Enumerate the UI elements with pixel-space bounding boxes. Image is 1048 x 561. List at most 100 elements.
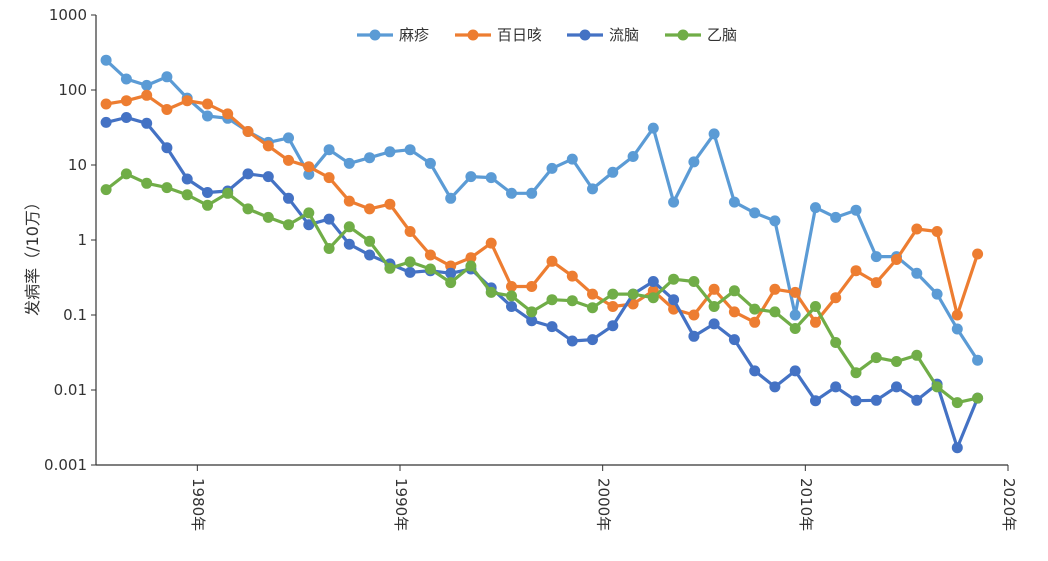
data-point [688, 330, 700, 342]
data-point [100, 116, 112, 128]
data-point [911, 394, 923, 406]
data-point [283, 219, 294, 231]
data-point [242, 126, 254, 137]
series-乙脑 [100, 168, 984, 409]
data-point [202, 187, 213, 198]
data-point [931, 288, 943, 300]
data-point [951, 442, 963, 454]
data-point [343, 195, 355, 207]
y-axis-label: 发病率（/10万） [23, 194, 42, 316]
data-point [445, 267, 457, 279]
data-point [749, 365, 761, 377]
data-point [202, 98, 213, 110]
data-point [769, 381, 781, 393]
legend-marker [677, 29, 689, 41]
data-point [850, 265, 862, 277]
data-point [303, 219, 315, 231]
data-point [546, 255, 558, 267]
data-point [485, 172, 497, 184]
data-point [566, 295, 578, 307]
data-point [749, 316, 761, 328]
data-point [688, 309, 700, 321]
y-tick-label: 100 [58, 81, 87, 99]
data-point [404, 256, 416, 268]
data-point [506, 281, 517, 292]
data-point [364, 249, 376, 261]
data-point [728, 285, 740, 297]
data-point [911, 223, 923, 235]
data-point [789, 365, 801, 377]
data-point [566, 335, 578, 347]
data-point [242, 203, 254, 215]
data-point [506, 290, 517, 302]
data-point [384, 262, 396, 274]
data-point [546, 321, 558, 333]
data-point [364, 152, 376, 164]
data-point [364, 203, 376, 215]
data-point [931, 226, 943, 237]
data-point [668, 273, 680, 285]
data-point [891, 381, 902, 393]
data-point [688, 156, 700, 168]
legend-item: 流脑 [567, 26, 639, 44]
data-point [546, 294, 558, 306]
data-point [283, 192, 294, 204]
data-point [343, 238, 355, 250]
data-point [587, 288, 598, 300]
data-point [283, 154, 294, 166]
data-point [262, 171, 274, 183]
data-point [445, 192, 457, 204]
data-point [870, 394, 882, 406]
data-point [627, 151, 639, 162]
data-point [850, 367, 862, 379]
data-point [810, 316, 821, 328]
series-麻疹 [100, 54, 984, 366]
data-point [789, 286, 801, 298]
data-point [323, 243, 335, 254]
data-point [120, 112, 132, 123]
data-point [728, 196, 740, 208]
x-tick-label: 1980年 [189, 478, 207, 531]
data-point [830, 211, 842, 223]
x-tick-label: 2020年 [1000, 478, 1018, 531]
legend-item: 百日咳 [455, 26, 542, 44]
series-line [105, 172, 978, 405]
data-point [972, 392, 984, 404]
data-point [222, 108, 234, 120]
y-tick-label: 1000 [49, 6, 87, 24]
data-point [830, 381, 842, 393]
y-tick-label: 0.01 [54, 381, 87, 399]
data-point [647, 276, 659, 287]
data-point [343, 221, 355, 233]
series-流脑 [100, 112, 984, 454]
data-point [789, 309, 801, 321]
data-point [404, 266, 416, 278]
data-point [242, 168, 254, 180]
data-point [911, 267, 923, 279]
data-point [323, 144, 335, 156]
y-tick-label: 1 [77, 231, 87, 249]
y-axis-title: 发病率（/10万） [23, 194, 42, 316]
data-point [546, 162, 558, 174]
data-point [647, 292, 659, 304]
data-point [911, 349, 923, 361]
data-point [769, 215, 781, 227]
legend-label: 乙脑 [707, 26, 737, 44]
y-tick-label: 0.001 [44, 456, 87, 474]
data-point [850, 395, 862, 407]
y-tick-label: 10 [68, 156, 87, 174]
data-point [506, 301, 517, 312]
data-point [708, 128, 720, 140]
data-point [708, 318, 720, 330]
data-point [810, 202, 821, 214]
data-point [404, 226, 416, 237]
data-point [262, 140, 274, 152]
data-point [445, 277, 457, 289]
data-point [830, 292, 842, 304]
data-point [830, 337, 842, 348]
data-point [951, 309, 963, 321]
series-line [105, 59, 979, 362]
data-point [303, 168, 315, 180]
legend-label: 百日咳 [497, 26, 542, 44]
